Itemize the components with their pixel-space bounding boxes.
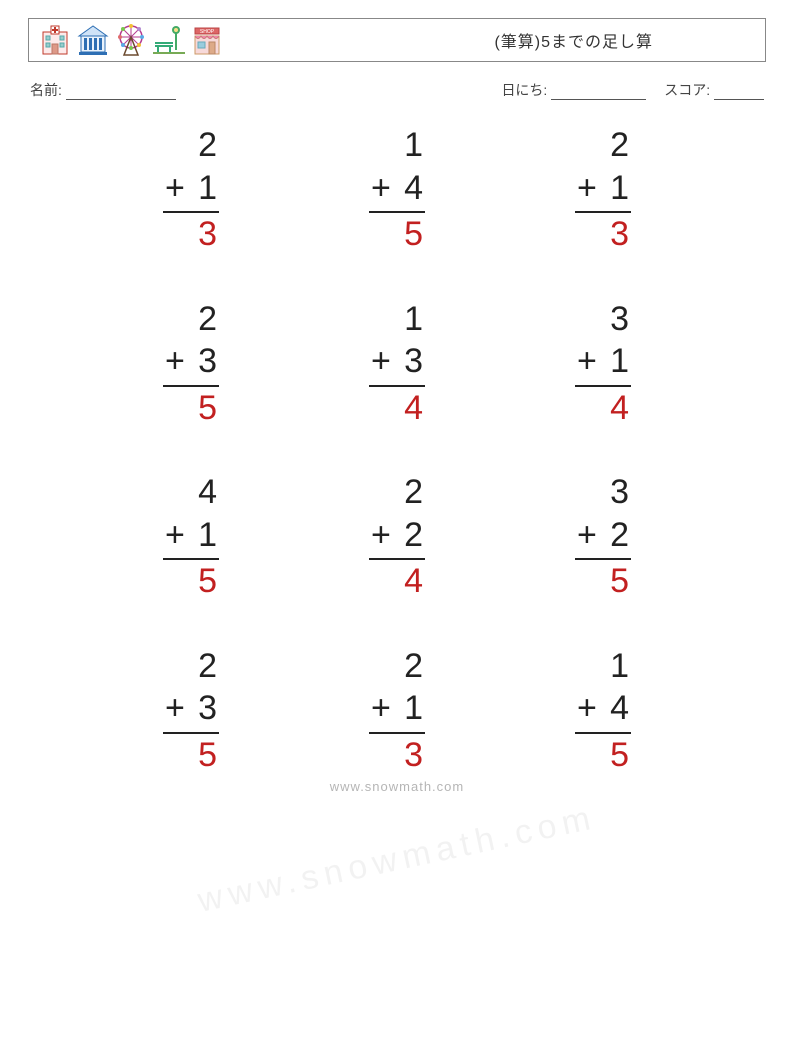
plus-icon: + [371,514,391,557]
answer: 5 [575,734,631,777]
addend-a: 2 [369,645,425,688]
plus-icon: + [371,340,391,383]
answer: 5 [163,734,219,777]
addend-b-row: +3 [163,687,219,734]
name-label: 名前: [30,82,62,98]
date-label: 日にち: [501,82,547,98]
addend-b-row: +3 [369,340,425,387]
addend-b: 1 [404,689,423,727]
answer: 5 [369,213,425,256]
addend-a: 2 [163,298,219,341]
problem: 4+15 [88,471,294,603]
worksheet-title: (筆算)5までの足し算 [494,28,753,52]
addend-b: 2 [610,516,629,554]
problem: 1+45 [294,124,500,256]
addend-a: 2 [575,124,631,167]
worksheet-page: SHOP (筆算)5までの足し算 名前: 日にち: スコア: [0,0,794,804]
name-blank[interactable] [66,86,176,100]
addend-b: 2 [404,516,423,554]
addend-a: 2 [163,124,219,167]
addend-a: 4 [163,471,219,514]
date-blank[interactable] [551,86,646,100]
addend-b: 4 [610,689,629,727]
problem: 1+34 [294,298,500,430]
answer: 5 [575,560,631,603]
ferris-wheel-icon [113,22,149,58]
meta-row: 名前: 日にち: スコア: [30,80,764,100]
date-field: 日にち: [501,80,646,100]
problem: 3+25 [500,471,706,603]
addend-a: 1 [369,298,425,341]
addend-b-row: +1 [575,340,631,387]
addend-b-row: +2 [369,514,425,561]
score-label: スコア: [664,82,710,98]
plus-icon: + [577,340,597,383]
addend-b-row: +1 [575,167,631,214]
plus-icon: + [165,167,185,210]
hospital-icon [37,22,73,58]
score-field: スコア: [664,80,764,100]
addend-a: 1 [575,645,631,688]
problems-grid: 2+131+452+132+351+343+144+152+243+252+35… [28,114,766,796]
plus-icon: + [165,340,185,383]
addend-b-row: +4 [369,167,425,214]
header-bar: SHOP (筆算)5までの足し算 [28,18,766,62]
answer: 4 [369,560,425,603]
addend-b-row: +4 [575,687,631,734]
header-icons: SHOP [37,22,225,58]
footer-url: www.snowmath.com [0,775,794,804]
addend-a: 1 [369,124,425,167]
addend-b-row: +1 [369,687,425,734]
plus-icon: + [577,687,597,730]
problem: 2+13 [500,124,706,256]
addend-b: 1 [610,342,629,380]
problem: 1+45 [500,645,706,777]
problem: 2+13 [294,645,500,777]
answer: 5 [163,560,219,603]
answer: 4 [369,387,425,430]
problem: 3+14 [500,298,706,430]
addend-b-row: +2 [575,514,631,561]
bank-icon [75,22,111,58]
addend-b: 1 [198,516,217,554]
plus-icon: + [371,167,391,210]
plus-icon: + [165,514,185,557]
watermark: www.snowmath.com [194,798,599,921]
answer: 5 [163,387,219,430]
addend-a: 2 [163,645,219,688]
problem: 2+35 [88,298,294,430]
shop-icon: SHOP [189,22,225,58]
addend-b: 3 [198,342,217,380]
score-blank[interactable] [714,86,764,100]
addend-b: 3 [198,689,217,727]
addend-b: 3 [404,342,423,380]
addend-a: 3 [575,298,631,341]
plus-icon: + [371,687,391,730]
addend-b-row: +1 [163,514,219,561]
addend-b-row: +1 [163,167,219,214]
answer: 3 [575,213,631,256]
addend-a: 2 [369,471,425,514]
answer: 4 [575,387,631,430]
plus-icon: + [577,167,597,210]
addend-b: 4 [404,169,423,207]
plus-icon: + [165,687,185,730]
problem: 2+13 [88,124,294,256]
addend-a: 3 [575,471,631,514]
problem: 2+35 [88,645,294,777]
addend-b-row: +3 [163,340,219,387]
answer: 3 [369,734,425,777]
name-field: 名前: [30,80,176,100]
addend-b: 1 [198,169,217,207]
svg-text:SHOP: SHOP [200,29,215,35]
plus-icon: + [577,514,597,557]
problem: 2+24 [294,471,500,603]
addend-b: 1 [610,169,629,207]
park-bench-icon [151,22,187,58]
answer: 3 [163,213,219,256]
